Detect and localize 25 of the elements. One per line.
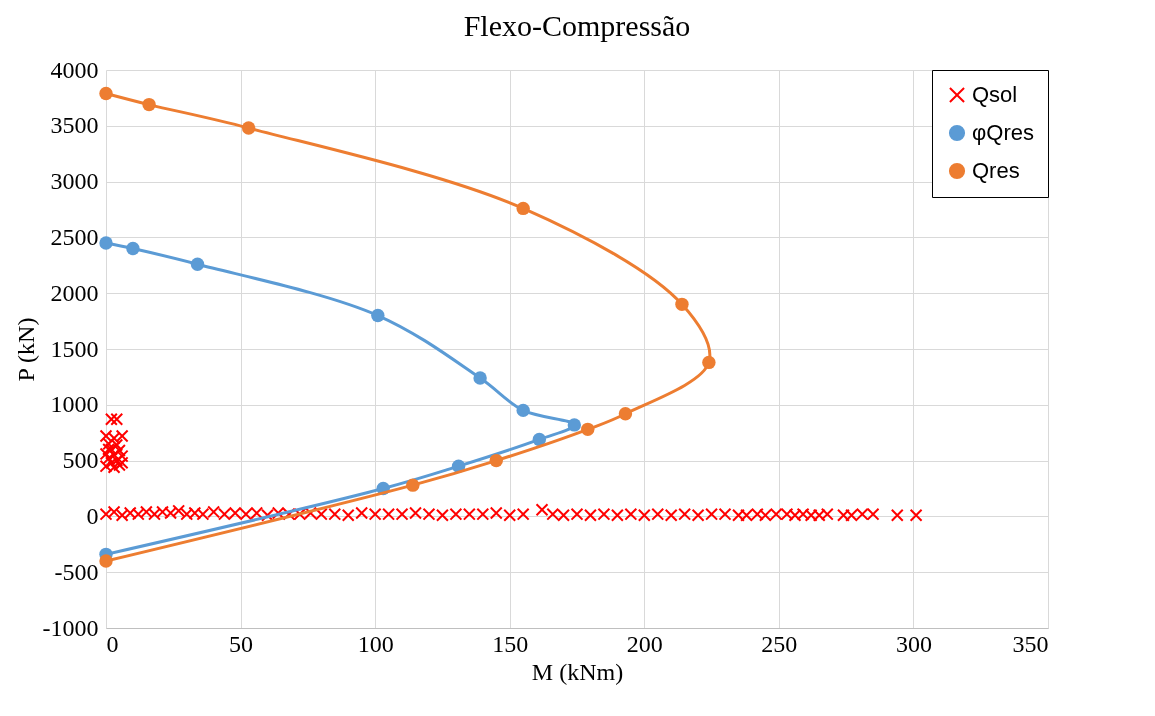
legend-label: Qsol [972, 82, 1018, 107]
x-tick-label: 250 [761, 630, 798, 657]
y-tick-label: 2000 [50, 279, 99, 306]
x-tick-label: 200 [626, 630, 663, 657]
y-axis-title: P (kN) [12, 317, 39, 382]
x-axis-title: M (kNm) [531, 658, 624, 685]
legend-label: Qres [972, 158, 1020, 183]
y-tick-label: 500 [62, 447, 99, 474]
y-tick-label: 0 [86, 502, 99, 529]
x-tick-label: 150 [492, 630, 529, 657]
y-tick-label: 3000 [50, 168, 99, 195]
y-tick-label: 1000 [50, 391, 99, 418]
y-tick-label: -500 [54, 558, 99, 585]
y-tick-label: -1000 [42, 614, 99, 641]
y-tick-label: 3500 [50, 112, 99, 139]
x-tick-label: 300 [895, 630, 932, 657]
x-tick-label: 350 [1012, 630, 1049, 657]
x-tick-label: 50 [229, 630, 254, 657]
chart-title: Flexo-Compressão [463, 9, 691, 42]
y-tick-label: 4000 [50, 56, 99, 83]
y-tick-label: 2500 [50, 223, 99, 250]
y-tick-label: 1500 [50, 335, 99, 362]
legend-label: φQres [972, 120, 1034, 145]
x-tick-label: 0 [106, 630, 119, 657]
x-tick-label: 100 [357, 630, 394, 657]
